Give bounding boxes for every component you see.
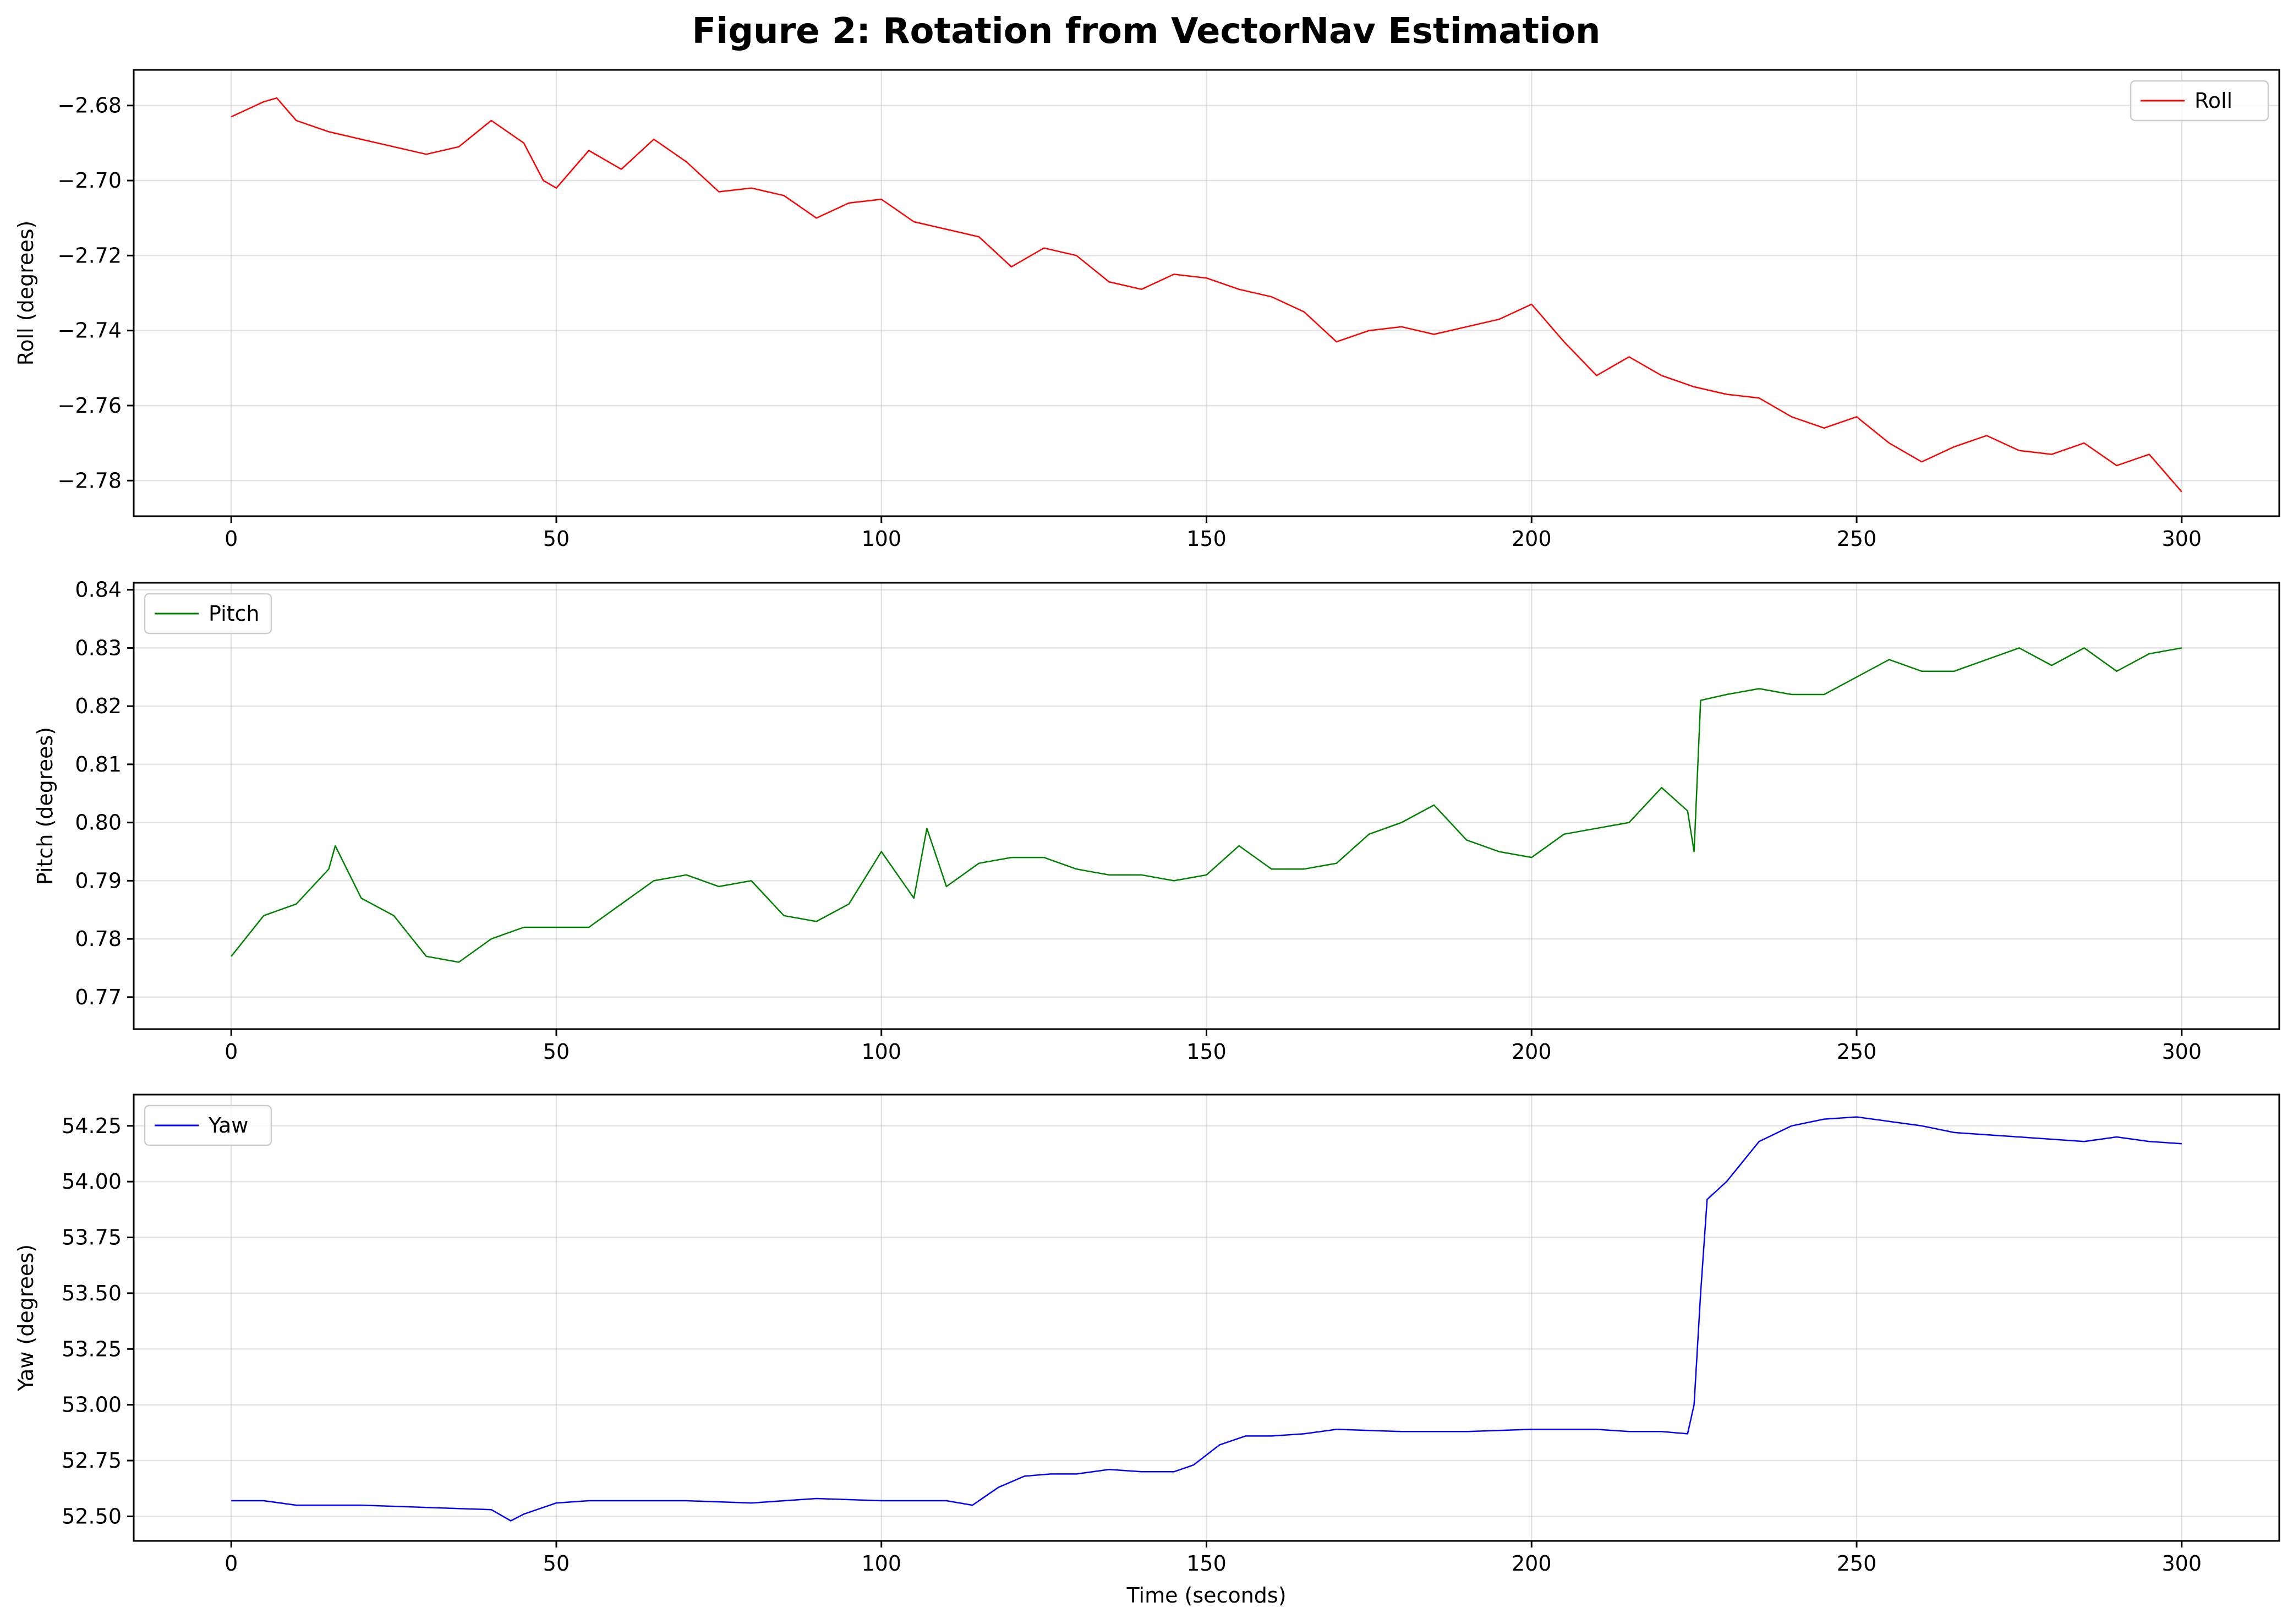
x-tick-label: 100 <box>861 527 901 551</box>
y-tick-label: −2.78 <box>58 468 122 493</box>
x-tick-label: 50 <box>543 1551 570 1576</box>
x-tick-label: 150 <box>1186 527 1227 551</box>
pitch-series-line <box>231 647 2182 963</box>
y-tick-label: 0.78 <box>75 927 122 951</box>
legend-box <box>2130 80 2269 122</box>
subplot-roll: 0 50 100 150 200 250 300 −2.68 −2.70 −2.72 −2.74 −2… <box>14 69 2280 551</box>
legend-label: Pitch <box>209 602 260 626</box>
y-tick-label: −2.68 <box>58 94 122 118</box>
y-tick-label: 0.79 <box>75 868 122 893</box>
y-tick-label: 53.50 <box>62 1281 122 1305</box>
y-tick-label: 53.25 <box>62 1337 122 1361</box>
y-tick-label: 53.00 <box>62 1393 122 1417</box>
y-axis-label: Pitch (degrees) <box>33 727 57 885</box>
y-tick-label: −2.70 <box>58 168 122 193</box>
legend-pitch: Pitch <box>144 593 272 635</box>
x-tick-label: 300 <box>2162 527 2202 551</box>
y-tick-label: −2.72 <box>58 243 122 267</box>
x-tick-label: 0 <box>225 1040 238 1064</box>
legend-roll: Roll <box>2130 80 2269 122</box>
y-tick-label: −2.76 <box>58 393 122 418</box>
x-tick-label: 200 <box>1512 527 1552 551</box>
y-tick-label: 53.75 <box>62 1226 122 1250</box>
x-tick-label: 100 <box>861 1551 901 1576</box>
x-tick-label: 250 <box>1837 1040 1877 1064</box>
figure-title: Figure 2: Rotation from VectorNav Estima… <box>692 11 1601 52</box>
y-tick-label: 0.81 <box>75 752 122 777</box>
x-tick-label: 50 <box>543 527 570 551</box>
x-tick-label: 100 <box>861 1040 901 1064</box>
roll-series-line <box>231 97 2182 493</box>
y-tick-label: 52.50 <box>62 1504 122 1528</box>
y-axis-label: Yaw (degrees) <box>14 1244 38 1392</box>
x-tick-label: 150 <box>1186 1551 1227 1576</box>
y-tick-label: 0.84 <box>75 578 122 602</box>
y-tick-label: −2.74 <box>58 319 122 343</box>
subplot-panels: 0 50 100 150 200 250 300 −2.68 −2.70 −2.72 −2.74 −2… <box>14 69 2280 1607</box>
legend-box <box>144 593 272 635</box>
y-tick-label: 52.75 <box>62 1448 122 1473</box>
y-tick-label: 54.00 <box>62 1169 122 1194</box>
yaw-series-line <box>231 1116 2182 1522</box>
legend-label: Yaw <box>208 1113 248 1138</box>
legend-yaw: Yaw <box>144 1104 272 1146</box>
x-tick-label: 50 <box>543 1040 570 1064</box>
x-tick-label: 300 <box>2162 1551 2202 1576</box>
x-tick-label: 250 <box>1837 1551 1877 1576</box>
legend-box <box>144 1104 272 1146</box>
x-tick-label: 150 <box>1186 1040 1227 1064</box>
subplot-pitch: 0 50 100 150 200 250 300 0.77 0.78 0.79 0.80 0.81 0.… <box>33 578 2280 1064</box>
x-tick-label: 200 <box>1512 1551 1552 1576</box>
x-tick-label: 250 <box>1837 527 1877 551</box>
y-axis-label: Roll (degrees) <box>14 221 38 366</box>
x-tick-label: 0 <box>225 1551 238 1576</box>
y-tick-label: 0.80 <box>75 811 122 835</box>
legend-label: Roll <box>2195 89 2232 113</box>
x-tick-label: 300 <box>2162 1040 2202 1064</box>
x-axis-label: Time (seconds) <box>1126 1583 1286 1607</box>
x-tick-label: 200 <box>1512 1040 1552 1064</box>
subplot-yaw: 0 50 100 150 200 250 300 52.50 52.75 53.00 53.25 53… <box>14 1093 2280 1607</box>
y-tick-label: 54.25 <box>62 1114 122 1138</box>
y-tick-label: 0.83 <box>75 636 122 660</box>
y-tick-label: 0.77 <box>75 985 122 1009</box>
x-tick-label: 0 <box>225 527 238 551</box>
y-tick-label: 0.82 <box>75 694 122 718</box>
